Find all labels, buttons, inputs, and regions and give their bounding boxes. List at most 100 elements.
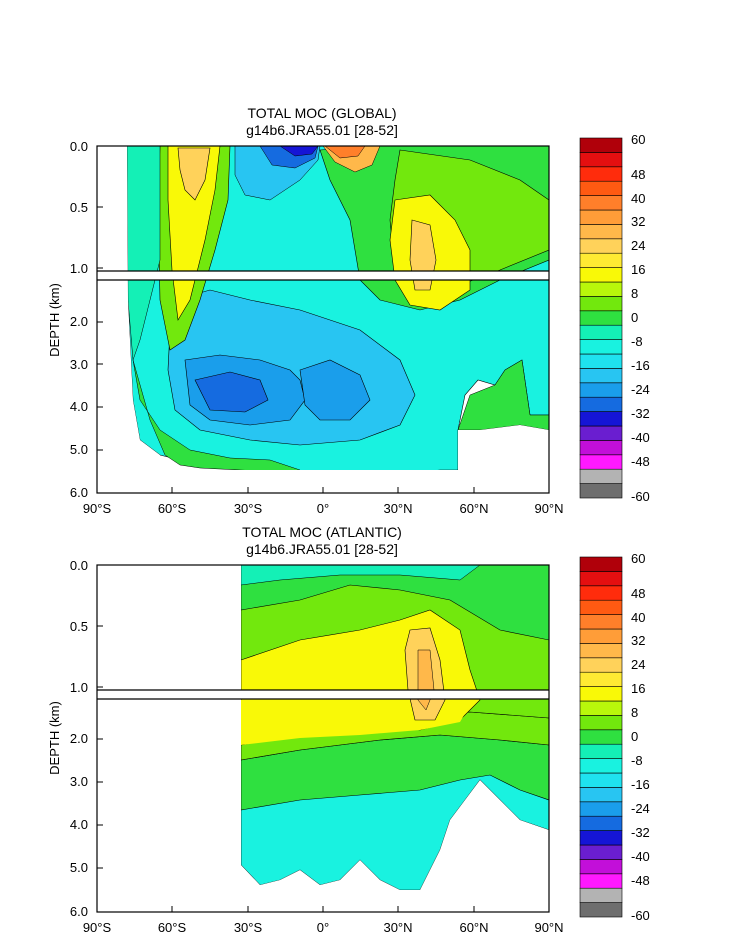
atlantic-ytick-5: 4.0 (70, 817, 88, 832)
atlantic-colorbar-swatch (579, 873, 623, 889)
atlantic-cbar-label-9: -16 (631, 777, 650, 792)
atlantic-xtick-4: 30°N (383, 920, 412, 935)
global-ytick-1: 0.5 (70, 200, 88, 215)
atlantic-xtick-6: 90°N (534, 920, 563, 935)
atlantic-ytick-4: 3.0 (70, 774, 88, 789)
global-xtick-2: 30°S (234, 501, 263, 516)
atlantic-ytick-2: 1.0 (70, 680, 88, 695)
atlantic-colorbar-swatch (579, 556, 623, 572)
atlantic-colorbar-labels: 60 48 40 32 24 16 8 0 -8 -16 -24 -32 -40… (631, 551, 650, 923)
global-land-south (97, 146, 160, 493)
atlantic-colorbar-swatch (579, 628, 623, 644)
atlantic-xtick-3: 0° (317, 920, 329, 935)
global-colorbar-swatch (579, 411, 623, 427)
global-colorbar-swatch (579, 382, 623, 398)
atlantic-cbar-label-4: 24 (631, 657, 645, 672)
atlantic-y-ticks: 0.0 0.5 1.0 2.0 3.0 4.0 5.0 6.0 (70, 558, 88, 919)
global-cbar-label-11: -32 (631, 406, 650, 421)
global-colorbar-swatch (579, 368, 623, 384)
atlantic-colorbar (579, 556, 623, 918)
global-land-bottom (160, 470, 458, 493)
global-colorbar-swatch (579, 209, 623, 225)
global-colorbar (579, 137, 623, 499)
global-colorbar-swatch (579, 137, 623, 153)
global-cbar-label-9: -16 (631, 358, 650, 373)
global-ytick-7: 6.0 (70, 485, 88, 500)
global-deep-cell-3 (299, 359, 371, 421)
atlantic-x-ticks: 90°S 60°S 30°S 0° 30°N 60°N 90°N (83, 920, 564, 935)
global-ytick-5: 4.0 (70, 399, 88, 414)
global-colorbar-swatch (579, 267, 623, 283)
global-xtick-3: 0° (317, 501, 329, 516)
global-subtitle: g14b6.JRA55.01 [28-52] (246, 122, 398, 138)
atlantic-colorbar-swatch (579, 643, 623, 659)
global-xtick-0: 90°S (83, 501, 112, 516)
global-tropical-negative-3 (279, 146, 319, 157)
global-colorbar-swatch (579, 440, 623, 456)
global-xtick-6: 90°N (534, 501, 563, 516)
atlantic-colorbar-swatch (579, 700, 623, 716)
global-cbar-label-0: 60 (631, 132, 645, 147)
atlantic-land-south (97, 565, 241, 912)
atlantic-cbar-label-14: -60 (631, 908, 650, 923)
atlantic-ylabel: DEPTH (km) (47, 701, 62, 775)
atlantic-colorbar-swatch (579, 599, 623, 615)
global-ytick-0: 0.0 (70, 139, 88, 154)
global-x-ticks: 90°S 60°S 30°S 0° 30°N 60°N 90°N (83, 501, 564, 516)
global-cbar-label-14: -60 (631, 489, 650, 504)
global-colorbar-labels: 60 48 40 32 24 16 8 0 -8 -16 -24 -32 -40… (631, 132, 650, 504)
atlantic-cbar-label-5: 16 (631, 681, 645, 696)
atlantic-colorbar-swatch (579, 787, 623, 803)
atlantic-cbar-label-3: 32 (631, 633, 645, 648)
global-cbar-label-13: -48 (631, 454, 650, 469)
atlantic-colorbar-swatch (579, 729, 623, 745)
atlantic-cbar-label-1: 48 (631, 586, 645, 601)
global-colorbar-swatch (579, 353, 623, 369)
global-abyss-green-east (457, 359, 549, 431)
atlantic-title: TOTAL MOC (ATLANTIC) (242, 524, 402, 540)
atlantic-colorbar-swatch (579, 902, 623, 918)
atlantic-xtick-5: 60°N (459, 920, 488, 935)
global-title: TOTAL MOC (GLOBAL) (247, 105, 396, 121)
global-colorbar-swatch (579, 281, 623, 297)
global-cbar-label-3: 32 (631, 214, 645, 229)
atlantic-surface-cyan (240, 565, 481, 586)
atlantic-colorbar-swatch (579, 585, 623, 601)
atlantic-cbar-label-6: 8 (631, 705, 638, 720)
global-land-north (458, 425, 549, 493)
atlantic-colorbar-swatch (579, 859, 623, 875)
global-depth-break (96, 271, 550, 280)
atlantic-cbar-label-7: 0 (631, 729, 638, 744)
global-cbar-label-2: 40 (631, 191, 645, 206)
atlantic-cbar-label-11: -32 (631, 825, 650, 840)
global-cbar-label-8: -8 (631, 334, 643, 349)
atlantic-depth-break (96, 690, 550, 699)
atlantic-xtick-0: 90°S (83, 920, 112, 935)
global-cbar-label-10: -24 (631, 382, 650, 397)
global-colorbar-swatch (579, 483, 623, 499)
global-colorbar-swatch (579, 252, 623, 268)
atlantic-colorbar-swatch (579, 686, 623, 702)
atlantic-subtitle: g14b6.JRA55.01 [28-52] (246, 541, 398, 557)
global-xtick-5: 60°N (459, 501, 488, 516)
global-south-cyan (126, 146, 161, 361)
atlantic-colorbar-swatch (579, 657, 623, 673)
atlantic-ytick-3: 2.0 (70, 731, 88, 746)
global-xtick-4: 30°N (383, 501, 412, 516)
atlantic-colorbar-swatch (579, 801, 623, 817)
global-cbar-label-4: 24 (631, 238, 645, 253)
global-ylabel: DEPTH (km) (47, 283, 62, 357)
atlantic-colorbar-swatch (579, 715, 623, 731)
global-colorbar-swatch (579, 310, 623, 326)
global-y-ticks: 0.0 0.5 1.0 2.0 3.0 4.0 5.0 6.0 (70, 139, 88, 500)
global-colorbar-swatch (579, 339, 623, 355)
global-ytick-4: 3.0 (70, 357, 88, 372)
global-colorbar-swatch (579, 468, 623, 484)
atlantic-colorbar-swatch (579, 815, 623, 831)
global-colorbar-swatch (579, 166, 623, 182)
atlantic-colorbar-swatch (579, 614, 623, 630)
atlantic-colorbar-swatch (579, 758, 623, 774)
global-colorbar-swatch (579, 195, 623, 211)
global-colorbar-swatch (579, 224, 623, 240)
global-cbar-label-5: 16 (631, 262, 645, 277)
